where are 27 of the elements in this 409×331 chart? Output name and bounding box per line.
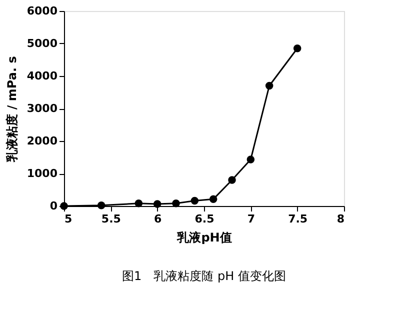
x-tick-label: 7 (247, 212, 255, 226)
y-tick-label: 1000 (26, 167, 58, 180)
point (97, 201, 106, 210)
point (246, 156, 255, 164)
point (153, 200, 162, 208)
y-tick-label: 0 (50, 200, 58, 212)
x-tick-label: 8 (336, 212, 344, 226)
x-tick-label: 6 (154, 212, 162, 226)
point (172, 200, 180, 208)
point (190, 196, 199, 205)
y-axis-title: 乳液粘度 / mPa. s (4, 56, 19, 163)
point (134, 200, 143, 208)
x-tick-label: 7.5 (288, 212, 308, 226)
x-axis-title: 乳液pH值 (176, 230, 232, 244)
x-tick-label: 5.5 (101, 212, 121, 226)
y-tick-label: 4000 (26, 70, 58, 82)
y-tick-label: 2000 (26, 134, 58, 148)
y-tick-label: 3000 (26, 102, 58, 115)
y-tick-label: 5000 (26, 37, 58, 50)
point (209, 195, 218, 204)
point (293, 44, 302, 52)
point (265, 82, 274, 90)
caption: 图1 乳液粘度随 pH 值变化图 (122, 269, 286, 283)
x-tick-label: 5 (64, 212, 72, 226)
x-tick-label: 6.5 (194, 212, 214, 226)
point (228, 176, 236, 184)
y-tick-label: 6000 (26, 4, 58, 18)
